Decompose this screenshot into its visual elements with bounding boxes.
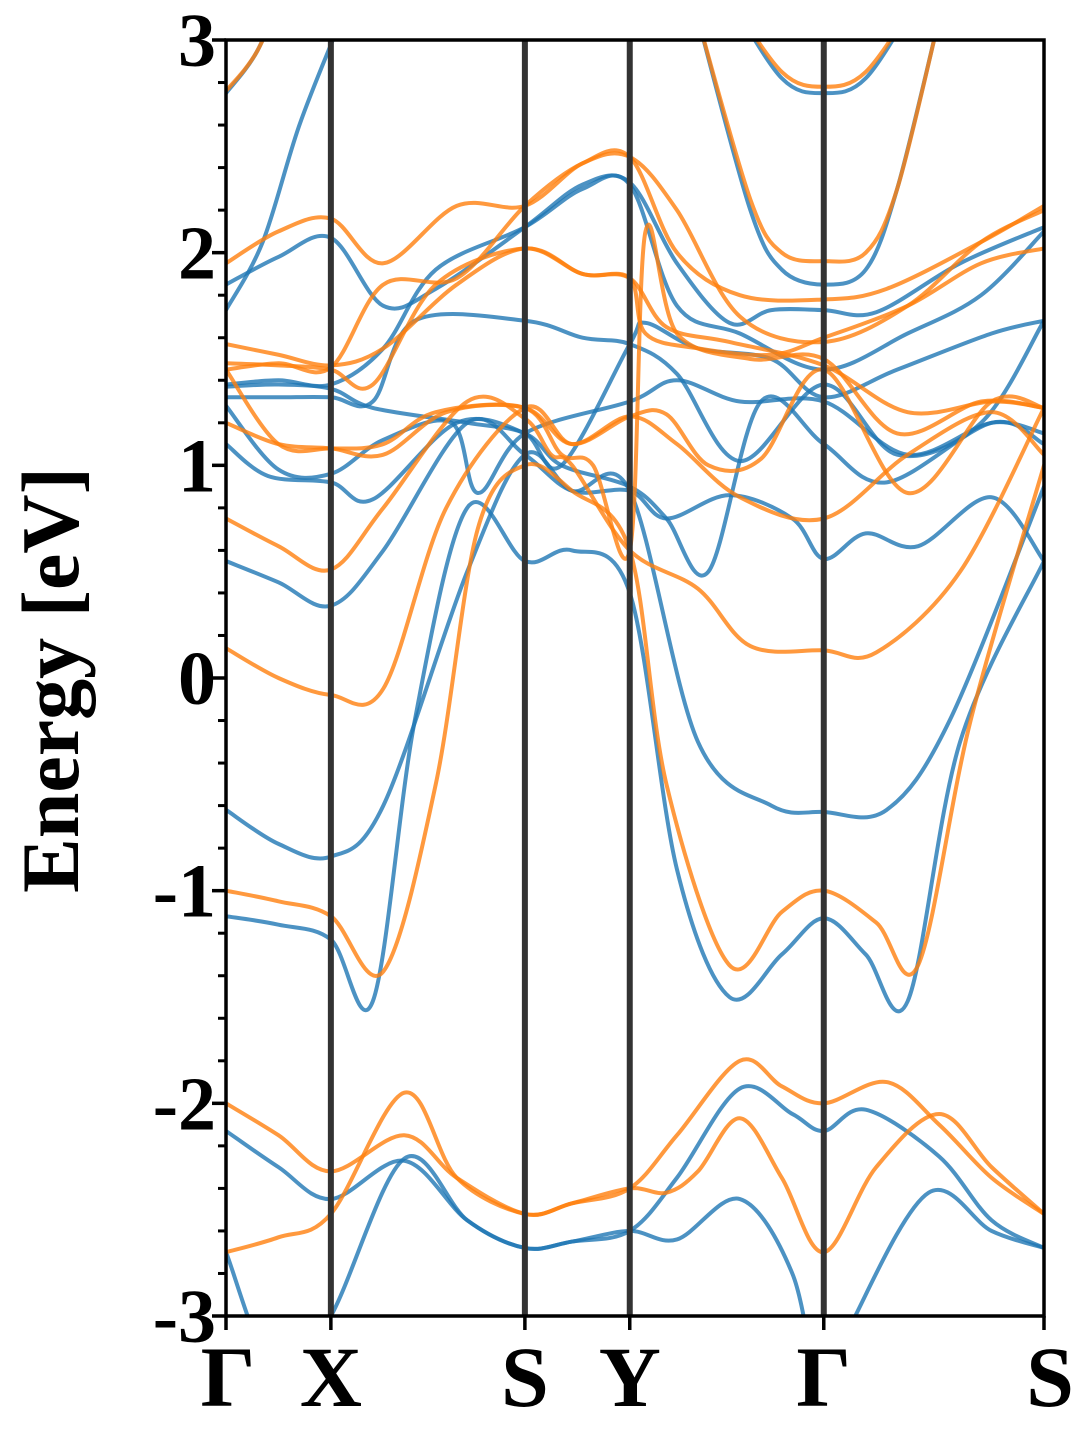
band-line-series1-3 xyxy=(226,500,1044,1014)
band-line-series1-10 xyxy=(226,40,335,313)
y-tick-label: 0 xyxy=(178,637,216,721)
band-line-series2-12 xyxy=(226,40,265,94)
plot-frame xyxy=(224,38,1046,1318)
band-line-series2-6 xyxy=(226,367,1044,495)
y-tick-labels: 3 2 1 0 -1 -2 -3 xyxy=(153,0,216,1359)
band-line-series2-3 xyxy=(226,462,1044,978)
band-line-series1-5 xyxy=(226,416,1044,609)
k-point-label: X xyxy=(300,1329,362,1425)
high-symmetry-lines xyxy=(327,40,827,1316)
band-line-series2-11 xyxy=(226,151,1044,375)
band-line-series2-1 xyxy=(226,1090,1044,1255)
y-tick-label: -1 xyxy=(153,850,216,934)
k-point-label: S xyxy=(501,1329,549,1425)
band-line-series1-4 xyxy=(226,450,1044,861)
band-line-series2-5 xyxy=(226,394,1044,660)
band-line-series1-1 xyxy=(226,1154,1044,1316)
band-line-series1-12 xyxy=(226,173,1044,389)
band-line-series2-2 xyxy=(226,1057,1044,1217)
y-tick-label: -3 xyxy=(153,1275,216,1359)
y-tick-label: 3 xyxy=(178,0,216,83)
y-axis-label: Energy [eV] xyxy=(5,467,96,893)
k-point-label: Γ xyxy=(796,1329,851,1425)
y-tick-label: -2 xyxy=(153,1062,216,1146)
k-point-label: Γ xyxy=(201,1329,256,1425)
band-lines xyxy=(226,40,1044,1316)
k-point-label: S xyxy=(1026,1329,1074,1425)
k-point-label: Y xyxy=(599,1329,661,1425)
band-line-series2-10 xyxy=(226,148,1044,303)
y-tick-label: 2 xyxy=(178,212,216,296)
band-line-series1-2 xyxy=(226,1084,1044,1251)
y-tick-label: 1 xyxy=(178,424,216,508)
band-line-series2-13 xyxy=(701,40,937,264)
band-line-series1-7 xyxy=(226,378,1044,495)
